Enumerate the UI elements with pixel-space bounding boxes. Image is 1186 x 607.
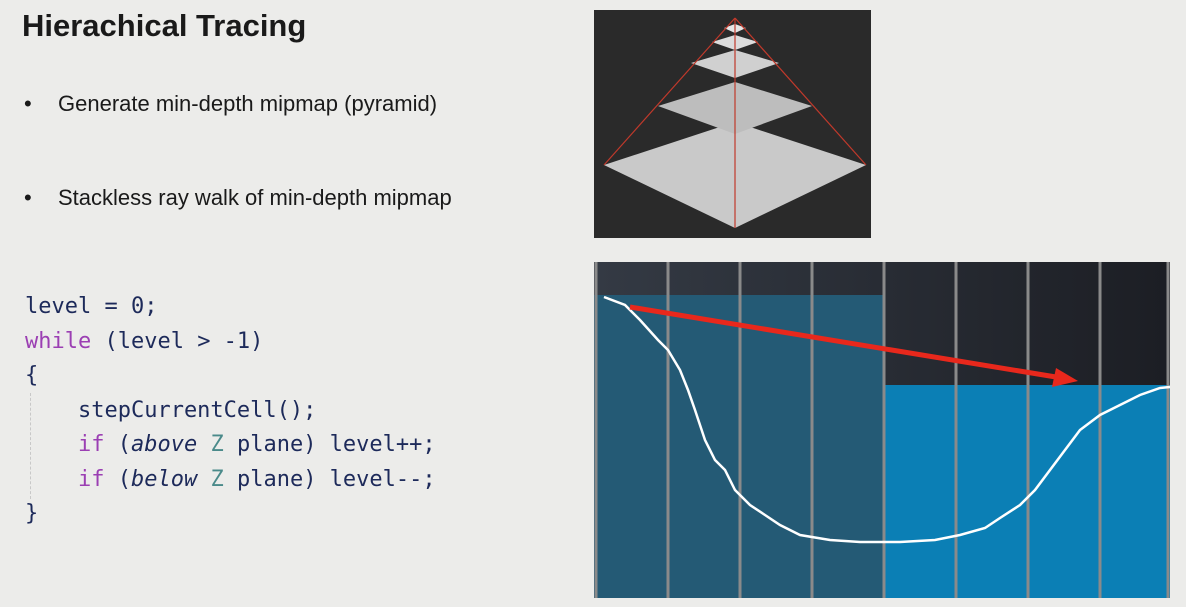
bullet-text: Stackless ray walk of min-depth mipmap (58, 185, 452, 210)
code-italic: below (130, 466, 198, 492)
pyramid-edges (603, 17, 867, 228)
code-line: if (above Z plane) level++; (25, 432, 436, 457)
indent-guide (30, 393, 31, 499)
code-line: if (below Z plane) level--; (25, 467, 436, 492)
cell-dividers (594, 262, 1170, 598)
keyword: if (25, 466, 105, 492)
code-text: ( (104, 432, 131, 457)
code-text: (level > -1) (91, 328, 264, 354)
code-line: level = 0; (25, 294, 158, 319)
ray-arrow-head (1052, 368, 1078, 387)
bullet-ray-walk: • Stackless ray walk of min-depth mipmap (24, 185, 452, 211)
bullet-dot: • (24, 91, 32, 116)
depth-curve (603, 295, 1170, 544)
code-line: } (25, 501, 39, 526)
bullet-mipmap: • Generate min-depth mipmap (pyramid) (24, 91, 437, 117)
bullet-text: Generate min-depth mipmap (pyramid) (58, 91, 438, 116)
bullet-dot: • (24, 185, 32, 210)
slide-title: Hierachical Tracing (22, 8, 307, 43)
code-line: { (25, 363, 39, 388)
code-line: stepCurrentCell(); (25, 397, 317, 423)
code-text: plane) level++; (223, 432, 436, 457)
code-z: Z (197, 432, 224, 457)
code-z: Z (197, 466, 224, 492)
code-block: level = 0; while (level > -1) { stepCurr… (25, 290, 436, 532)
keyword: if (25, 432, 105, 457)
ray-arrow-shaft (629, 304, 1063, 381)
code-text: plane) level--; (223, 466, 436, 492)
code-line: while (level > -1) (25, 329, 263, 354)
code-italic: above (130, 432, 198, 457)
keyword: while (25, 328, 92, 354)
mipmap-pyramid-image (594, 10, 871, 238)
ray-walk-diagram (594, 262, 1170, 598)
code-text: ( (104, 466, 131, 492)
